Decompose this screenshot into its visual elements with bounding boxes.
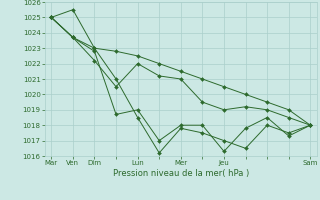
X-axis label: Pression niveau de la mer( hPa ): Pression niveau de la mer( hPa ) — [113, 169, 249, 178]
